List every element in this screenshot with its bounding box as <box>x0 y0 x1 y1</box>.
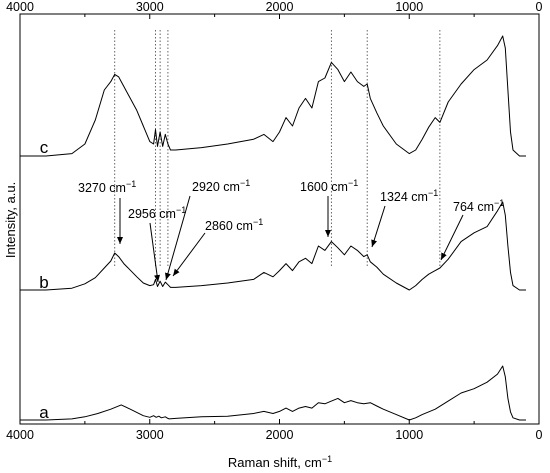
x-tick-label-top: 0 <box>536 0 543 14</box>
reference-lines <box>114 30 441 268</box>
axis-ticks: 4000 4000 3000 3000 2000 2000 1000 1000 0 0 <box>6 0 542 442</box>
annotation-label: 2860 cm−1 <box>205 217 263 233</box>
annotation-value: 1324 cm <box>380 190 428 204</box>
x-tick-label-top: 2000 <box>266 0 294 14</box>
annotation-arrow <box>440 214 464 261</box>
annotation-unit-sup: −1 <box>348 178 358 188</box>
annotation-unit-sup: −1 <box>176 205 186 215</box>
annotation-value: 2956 cm <box>128 207 176 221</box>
annotation-label: 2956 cm−1 <box>128 205 186 221</box>
series-lines <box>20 35 526 421</box>
x-tick-label-top: 4000 <box>6 0 34 14</box>
annotation-value: 764 cm <box>453 200 494 214</box>
annotation-arrow <box>149 222 161 283</box>
x-tick-label-top: 3000 <box>136 0 164 14</box>
annotation-unit-sup: −1 <box>126 179 136 189</box>
curve-label-b: b <box>39 273 48 292</box>
annotation-value: 3270 cm <box>78 181 126 195</box>
x-tick-label-bottom: 4000 <box>6 428 34 442</box>
annotation-value: 2860 cm <box>205 219 253 233</box>
annotation-label: 1600 cm−1 <box>300 178 358 194</box>
series-line-c <box>20 35 526 157</box>
x-tick-label-bottom: 1000 <box>395 428 423 442</box>
x-tick-label-bottom: 3000 <box>136 428 164 442</box>
annotation-label: 1324 cm−1 <box>380 188 438 204</box>
x-tick-label-bottom: 2000 <box>266 428 294 442</box>
annotation-unit-sup: −1 <box>253 217 263 227</box>
annotation-arrow <box>165 195 191 281</box>
curve-label-a: a <box>39 403 49 422</box>
annotation-arrow <box>371 205 386 248</box>
annotation-value: 2920 cm <box>192 180 240 194</box>
series-line-a <box>20 365 526 421</box>
annotation-unit-sup: −1 <box>240 178 250 188</box>
x-tick-label-bottom: 0 <box>536 428 543 442</box>
annotation-label: 3270 cm−1 <box>78 179 136 195</box>
annotation-value: 1600 cm <box>300 180 348 194</box>
annotation-label: 2920 cm−1 <box>192 178 250 194</box>
annotation-unit-sup: −1 <box>494 198 504 208</box>
annotation-label: 764 cm−1 <box>453 198 504 214</box>
curve-label-c: c <box>40 138 49 157</box>
series-line-b <box>20 201 526 291</box>
annotation-arrow <box>172 232 206 277</box>
x-tick-label-top: 1000 <box>395 0 423 14</box>
x-axis-title: Raman shift, cm−1 <box>228 454 332 470</box>
annotation-unit-sup: −1 <box>428 188 438 198</box>
y-axis-title: Intensity, a.u. <box>3 182 18 258</box>
curve-labels: a b c <box>39 138 49 422</box>
